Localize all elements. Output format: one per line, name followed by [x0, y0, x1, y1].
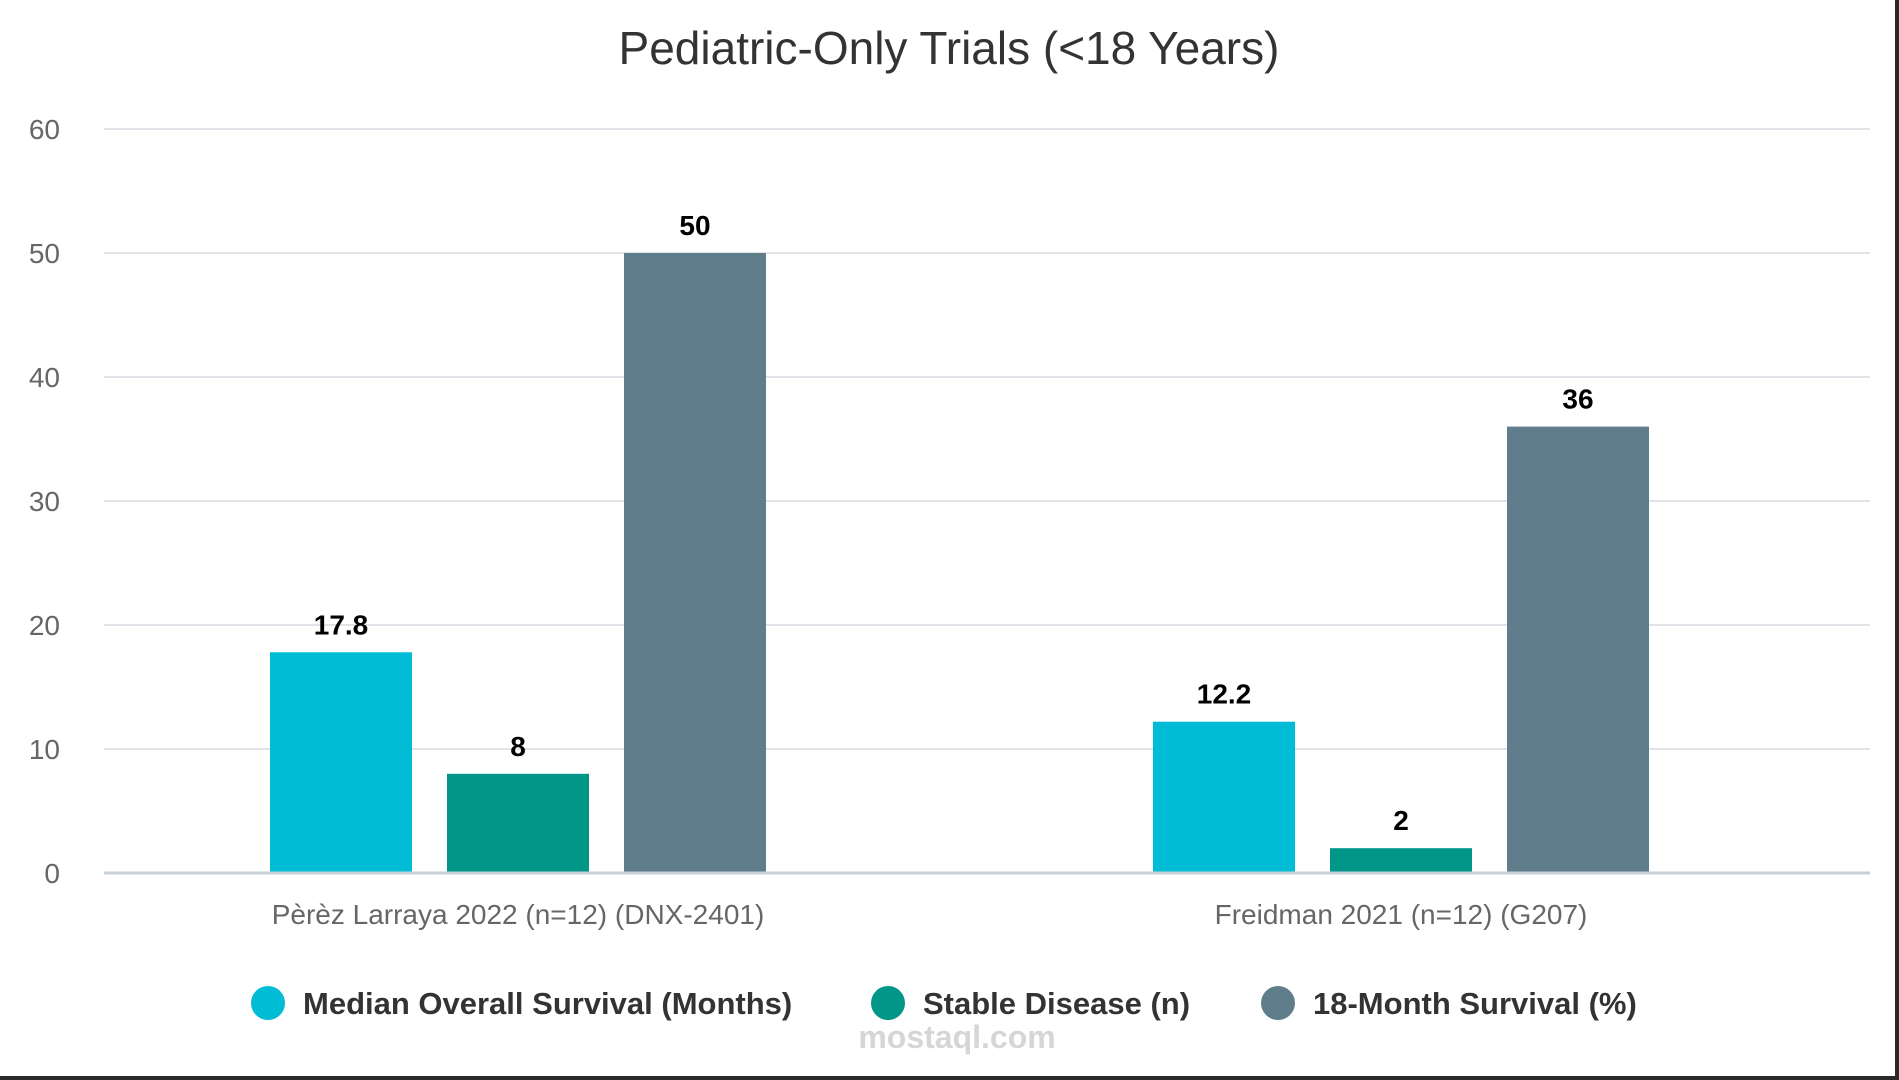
- y-tick-label: 40: [29, 362, 60, 393]
- frame-border-bottom: [0, 1076, 1899, 1080]
- watermark-text: mostaql.com: [858, 1019, 1055, 1055]
- bar: [1153, 721, 1295, 873]
- bar: [270, 652, 412, 873]
- bar-value-label: 50: [679, 210, 710, 241]
- legend-label: 18-Month Survival (%): [1313, 986, 1637, 1021]
- y-tick-label: 50: [29, 238, 60, 269]
- legend-swatch: [251, 986, 285, 1020]
- bar: [447, 773, 589, 873]
- bar-value-label: 12.2: [1197, 679, 1252, 710]
- bar-value-label: 17.8: [314, 609, 369, 640]
- frame-border-right: [1895, 0, 1899, 1080]
- bar: [1330, 848, 1472, 873]
- bar-value-label: 2: [1393, 805, 1409, 836]
- x-tick-label: Freidman 2021 (n=12) (G207): [1215, 899, 1588, 930]
- legend-label: Stable Disease (n): [923, 986, 1190, 1021]
- bar-value-label: 36: [1562, 384, 1593, 415]
- y-tick-label: 60: [29, 114, 60, 145]
- chart-title: Pediatric-Only Trials (<18 Years): [619, 22, 1280, 74]
- y-tick-label: 10: [29, 734, 60, 765]
- bar-value-label: 8: [510, 731, 526, 762]
- legend-swatch: [1261, 986, 1295, 1020]
- legend-swatch: [871, 986, 905, 1020]
- y-tick-label: 0: [44, 858, 60, 889]
- x-tick-label: Pèrèz Larraya 2022 (n=12) (DNX-2401): [272, 899, 765, 930]
- legend-label: Median Overall Survival (Months): [303, 986, 792, 1021]
- y-tick-label: 20: [29, 610, 60, 641]
- bar: [1507, 426, 1649, 873]
- bar: [624, 253, 766, 873]
- y-tick-label: 30: [29, 486, 60, 517]
